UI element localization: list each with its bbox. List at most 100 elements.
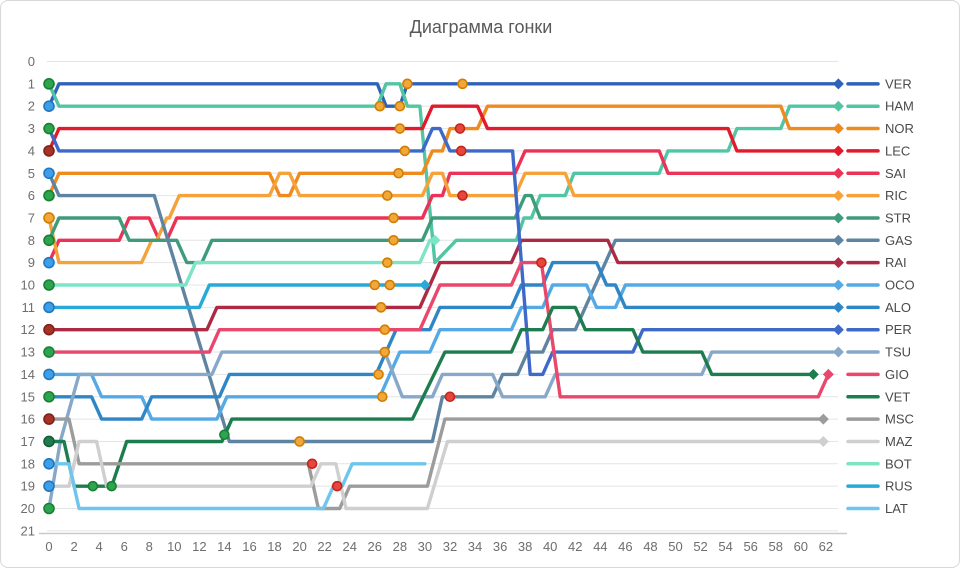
pit-marker-MSC	[306, 458, 318, 470]
legend-item-MSC[interactable]: MSC	[846, 412, 914, 427]
legend-label-VER: VER	[885, 76, 912, 91]
legend-item-LAT[interactable]: LAT	[846, 501, 908, 516]
series-line-ALO	[47, 260, 841, 421]
start-marker-TSU	[43, 502, 55, 515]
x-tick-label: 36	[493, 539, 507, 554]
y-tick-label: 1	[28, 76, 35, 91]
y-tick-label: 8	[28, 233, 35, 248]
finish-diamond-PER	[832, 324, 844, 336]
y-tick-label: 16	[21, 412, 35, 427]
pit-marker-RIC	[382, 190, 393, 201]
finish-diamond-HAM	[832, 100, 844, 112]
series-line-PER	[47, 126, 841, 377]
finish-diamond-GAS	[832, 234, 844, 246]
legend-item-HAM[interactable]: HAM	[846, 99, 914, 114]
series-line-GIO	[47, 260, 831, 399]
start-marker-PER	[43, 122, 55, 135]
series-line-STR	[47, 193, 841, 265]
legend-item-PER[interactable]: PER	[846, 322, 912, 337]
start-marker-ALO	[43, 390, 55, 403]
legend-item-MAZ[interactable]: MAZ	[846, 434, 913, 449]
x-tick-label: 4	[96, 539, 103, 554]
series-line-NOR	[47, 104, 841, 198]
pit-marker-RUS	[369, 279, 381, 291]
series-line-OCO	[47, 283, 841, 421]
legend-item-GIO[interactable]: GIO	[846, 367, 909, 382]
legend-label-MAZ: MAZ	[885, 434, 913, 449]
start-marker-OCO	[43, 368, 55, 381]
y-tick-label: 3	[28, 121, 35, 136]
finish-diamond-ALO	[832, 301, 844, 313]
x-tick-label: 26	[368, 539, 382, 554]
pit-marker-ALO	[373, 369, 384, 380]
pit-marker-NOR	[454, 123, 466, 134]
legend-label-ALO: ALO	[885, 300, 911, 315]
y-tick-label: 15	[21, 389, 35, 404]
pit-marker-HAM	[374, 100, 386, 112]
y-tick-label: 13	[21, 345, 35, 360]
legend-item-LEC[interactable]: LEC	[846, 143, 910, 158]
legend-item-RAI[interactable]: RAI	[846, 255, 907, 270]
series-line-TSU	[47, 350, 841, 511]
y-tick-label: 0	[28, 54, 35, 69]
series-line-GAS	[47, 171, 841, 444]
legend-label-GAS: GAS	[885, 233, 913, 248]
series-line-VET	[47, 305, 815, 488]
series-line-VER	[47, 82, 841, 108]
start-marker-STR	[43, 234, 55, 247]
legend-item-TSU[interactable]: TSU	[846, 345, 911, 360]
pit-marker-VER	[402, 78, 413, 90]
pit-marker-MAZ	[331, 480, 343, 492]
y-tick-label: 14	[21, 367, 35, 382]
x-tick-label: 48	[643, 539, 657, 554]
series-line-MSC	[47, 417, 826, 511]
y-tick-label: 7	[28, 210, 35, 225]
legend-item-VET[interactable]: VET	[846, 389, 910, 404]
x-tick-label: 30	[418, 539, 432, 554]
pit-marker-GIO	[536, 257, 547, 268]
legend-item-GAS[interactable]: GAS	[846, 233, 913, 248]
start-marker-NOR	[43, 189, 55, 202]
x-tick-label: 8	[146, 539, 153, 554]
pit-marker-GAS	[294, 436, 305, 447]
pit-marker-VET	[87, 480, 99, 492]
start-marker-VER	[43, 100, 55, 112]
series-line-MAZ	[47, 439, 826, 511]
legend-label-LAT: LAT	[885, 501, 908, 516]
finish-diamond-BOT	[429, 234, 441, 246]
x-tick-label: 58	[769, 539, 783, 554]
legend-item-BOT[interactable]: BOT	[846, 456, 912, 471]
x-tick-label: 28	[393, 539, 407, 554]
x-tick-label: 32	[443, 539, 457, 554]
legend-item-NOR[interactable]: NOR	[846, 121, 914, 136]
x-tick-label: 44	[593, 539, 607, 554]
pit-marker-GIO	[379, 324, 391, 336]
legend-item-RIC[interactable]: RIC	[846, 188, 907, 203]
legend-item-ALO[interactable]: ALO	[846, 300, 911, 315]
finish-diamond-NOR	[832, 123, 844, 135]
series-line-RUS	[47, 283, 427, 310]
pit-marker-RAI	[375, 302, 387, 313]
x-tick-label: 60	[794, 539, 808, 554]
legend-label-STR: STR	[885, 210, 911, 225]
legend-item-RUS[interactable]: RUS	[846, 479, 913, 494]
y-tick-label: 4	[28, 143, 35, 158]
start-marker-HAM	[43, 78, 55, 90]
start-marker-RIC	[43, 212, 55, 224]
y-tick-label: 9	[28, 255, 35, 270]
finish-diamond-VER	[832, 78, 844, 90]
legend-label-NOR: NOR	[885, 121, 914, 136]
legend-item-VER[interactable]: VER	[846, 76, 912, 91]
legend-item-OCO[interactable]: OCO	[846, 278, 915, 293]
finish-diamond-GIO	[822, 368, 834, 380]
pit-marker-SAI	[388, 212, 399, 224]
y-tick-label: 19	[21, 479, 35, 494]
finish-diamond-STR	[832, 212, 844, 224]
legend-item-SAI[interactable]: SAI	[846, 166, 906, 181]
legend-label-HAM: HAM	[885, 99, 914, 114]
start-marker-MAZ	[43, 480, 55, 492]
pit-marker-GAS	[444, 391, 456, 403]
legend-item-STR[interactable]: STR	[846, 210, 911, 225]
start-marker-MSC	[43, 413, 55, 425]
